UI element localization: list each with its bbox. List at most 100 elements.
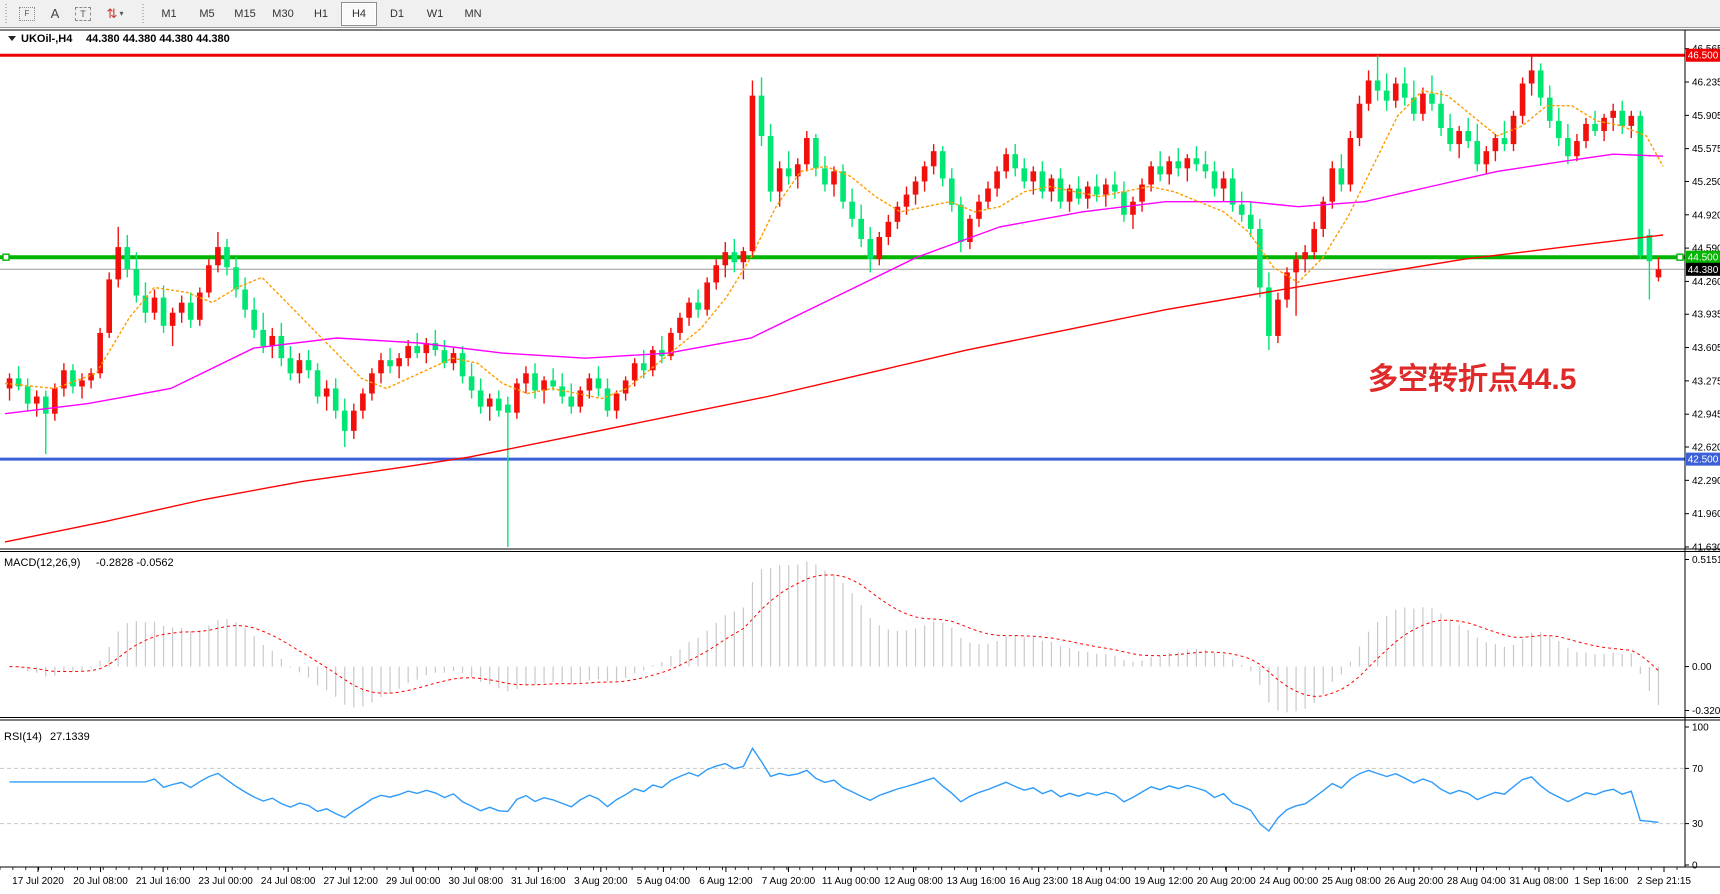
candle-body xyxy=(804,138,810,165)
time-label: 17 Jul 2020 xyxy=(12,876,64,887)
candle-body xyxy=(115,247,122,280)
candle-body xyxy=(604,388,611,411)
price-tick-label: 45.905 xyxy=(1692,111,1720,122)
candle-body xyxy=(640,363,647,371)
candle-body xyxy=(1338,168,1345,185)
chart-grid-icon[interactable]: F xyxy=(14,3,40,25)
candle-body xyxy=(1492,138,1499,152)
candle-body xyxy=(97,332,103,374)
candle-body xyxy=(668,332,674,357)
candle-body xyxy=(360,393,366,411)
candle-body xyxy=(477,390,484,407)
candle-body xyxy=(468,376,475,391)
candle-body xyxy=(849,201,855,219)
macd-panel: 0.5151 0.00 -0.3207 xyxy=(9,555,1720,717)
macd-values: -0.2828 -0.0562 xyxy=(96,557,174,569)
candle-body xyxy=(758,95,765,137)
candle-body xyxy=(1057,178,1064,202)
candle-body xyxy=(278,335,285,359)
candle-body xyxy=(1030,171,1037,182)
candle-body xyxy=(631,363,638,381)
candle-body xyxy=(1519,83,1526,116)
toolbar-drag-handle[interactable] xyxy=(4,3,9,24)
candle-body xyxy=(1483,151,1490,165)
candle-body xyxy=(1293,259,1299,273)
candle-body xyxy=(505,404,511,413)
candle-body xyxy=(541,380,547,391)
candle-body xyxy=(722,252,729,266)
candle-body xyxy=(1012,154,1019,169)
chart-canvas[interactable]: 46.56546.23545.90545.57545.25044.92044.5… xyxy=(0,27,1720,894)
candle-body xyxy=(169,312,176,326)
price-tick-label: 45.575 xyxy=(1692,144,1720,155)
candle-body xyxy=(695,302,701,310)
chinese-annotation[interactable]: 多空转折点44.5 xyxy=(1368,363,1576,396)
candle-body xyxy=(704,282,710,310)
candlestick-series xyxy=(6,55,1662,547)
candle-body xyxy=(740,251,747,263)
candle-body xyxy=(1546,97,1553,121)
candle-body xyxy=(1356,103,1363,139)
candle-body xyxy=(1157,166,1163,175)
candle-body xyxy=(15,378,22,387)
timeframe-button-m5[interactable]: M5 xyxy=(199,7,215,20)
candle-body xyxy=(1202,164,1209,172)
timeframe-button-m15[interactable]: M15 xyxy=(234,7,256,20)
candle-body xyxy=(1610,110,1616,118)
candle-body xyxy=(1048,178,1055,192)
candle-body xyxy=(260,329,267,347)
rsi-label: RSI(14) xyxy=(4,731,42,743)
timeframe-group-handle[interactable] xyxy=(141,3,146,24)
price-tick-label: 42.945 xyxy=(1692,410,1720,421)
candle-body xyxy=(613,393,620,411)
candle-body xyxy=(459,353,466,377)
line-endpoint-handle[interactable] xyxy=(1676,253,1684,261)
time-label: 18 Aug 04:00 xyxy=(1072,876,1131,887)
timeframe-button-h4[interactable]: H4 xyxy=(341,1,377,26)
bid-price-line-badge xyxy=(1686,262,1720,276)
candle-body xyxy=(568,396,575,407)
candle-body xyxy=(1075,188,1082,199)
bid-price-line-badge-label: 44.380 xyxy=(1688,265,1719,276)
time-label: 19 Aug 12:00 xyxy=(1134,876,1193,887)
time-label: 5 Aug 04:00 xyxy=(637,876,691,887)
time-label: 26 Aug 20:00 xyxy=(1384,876,1443,887)
time-label: 24 Aug 00:00 xyxy=(1259,876,1318,887)
timeframe-button-m1[interactable]: M1 xyxy=(161,7,177,20)
price-tick-label: 45.250 xyxy=(1692,177,1720,188)
candle-body xyxy=(767,136,774,192)
candle-body xyxy=(622,380,629,394)
time-label: 21 Jul 16:00 xyxy=(136,876,191,887)
candle-body xyxy=(967,218,973,243)
candle-body xyxy=(1628,115,1635,126)
pivot-line-badge xyxy=(1686,250,1720,264)
time-label: 30 Jul 08:00 xyxy=(449,876,504,887)
text-a-icon[interactable]: A xyxy=(50,6,60,21)
line-endpoint-handle[interactable] xyxy=(2,253,10,261)
candle-body xyxy=(948,178,955,205)
panel-frames xyxy=(0,29,1720,868)
dropdown-caret-icon[interactable]: ▾ xyxy=(119,9,124,18)
text-box-icon[interactable]: T xyxy=(70,3,96,25)
timeframe-button-m30[interactable]: M30 xyxy=(272,7,294,20)
timeframe-button-w1[interactable]: W1 xyxy=(426,7,444,20)
cycle-arrows-icon[interactable]: ⇅ ▾ xyxy=(106,5,124,21)
timeframe-button-h1[interactable]: H1 xyxy=(313,7,329,20)
candle-body xyxy=(1420,93,1426,114)
candle-body xyxy=(124,247,131,270)
candle-body xyxy=(206,265,212,293)
time-label: 20 Aug 20:00 xyxy=(1197,876,1256,887)
symbol-dropdown-icon[interactable] xyxy=(8,36,16,41)
candle-body xyxy=(1411,97,1417,114)
time-axis: 17 Jul 2020 20 Jul 08:00 21 Jul 16:00 23 Ju… xyxy=(0,867,1691,887)
candle-body xyxy=(559,386,566,397)
candle-body xyxy=(1592,123,1598,131)
candle-body xyxy=(1112,184,1118,192)
candle-body xyxy=(242,289,248,310)
rsi-panel: 100 70 30 0 xyxy=(0,723,1709,872)
timeframe-button-mn[interactable]: MN xyxy=(464,7,482,20)
timeframe-button-d1[interactable]: D1 xyxy=(389,7,405,20)
candle-body xyxy=(233,267,239,290)
candle-body xyxy=(994,171,1000,189)
candle-body xyxy=(1329,168,1336,202)
